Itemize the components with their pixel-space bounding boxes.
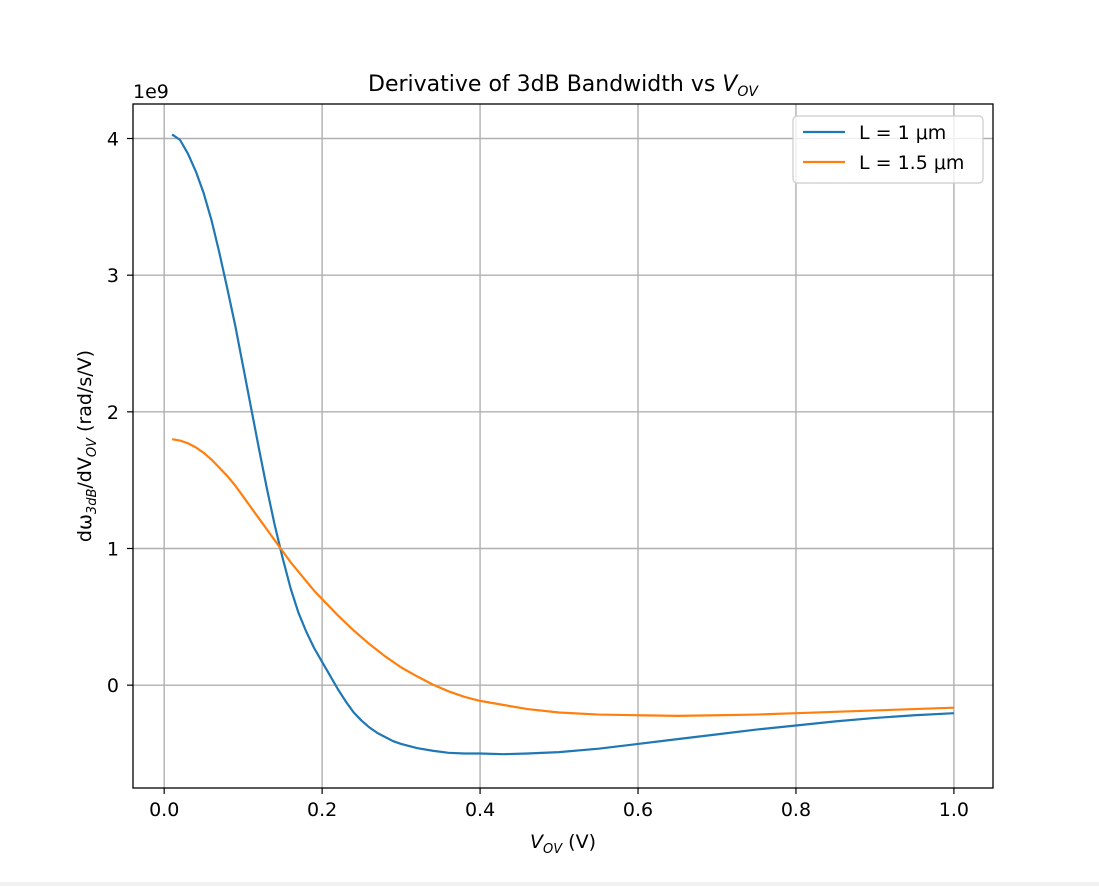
- chart-title-var: V: [722, 72, 739, 97]
- x-tick-label: 0.0: [149, 799, 179, 821]
- y-tick-label: 3: [107, 265, 119, 287]
- x-axis-label-unit: (V): [562, 831, 596, 853]
- y-axis-label-unit: (rad/s/V): [74, 350, 96, 438]
- y-axis-label-mid: /dV: [74, 457, 96, 488]
- y-tick-label: 2: [107, 402, 119, 424]
- series-line-l1-5: [171, 438, 954, 718]
- x-tick-label: 0.4: [465, 799, 495, 821]
- x-tick-label: 0.8: [781, 799, 811, 821]
- chart-title-main: Derivative of 3dB Bandwidth vs: [368, 72, 722, 97]
- x-axis-label: VOV (V): [530, 831, 596, 857]
- legend-label-l1-5: L = 1.5 μm: [859, 152, 964, 174]
- y-axis-label-sub1: 3dB: [85, 489, 100, 515]
- y-tick-label: 1: [107, 538, 119, 560]
- x-tick-label: 1.0: [939, 799, 969, 821]
- y-axis-label-prefix: dω: [74, 514, 96, 542]
- axis-ticks: 0.0 0.2 0.4 0.6 0.8 1.0 0 1 2 3 4: [107, 129, 969, 821]
- data-series: [171, 133, 954, 756]
- chart-title-var-sub: OV: [737, 84, 759, 100]
- y-tick-label: 0: [107, 675, 119, 697]
- x-tick-label: 0.6: [623, 799, 653, 821]
- x-tick-label: 0.2: [307, 799, 337, 821]
- plot-frame: [132, 103, 994, 789]
- plot-background: [133, 104, 993, 788]
- y-offset-label: 1e9: [133, 81, 169, 103]
- bottom-edge-strip: [0, 882, 1099, 886]
- series-line-l1: [171, 133, 954, 756]
- x-axis-label-var: V: [530, 831, 545, 853]
- legend-label-l1: L = 1 μm: [859, 122, 946, 144]
- y-tick-label: 4: [107, 129, 119, 151]
- chart-title: Derivative of 3dB Bandwidth vs VOV: [368, 72, 759, 100]
- legend: L = 1 μm L = 1.5 μm: [792, 115, 984, 184]
- y-axis-label-sub2: OV: [85, 437, 100, 457]
- y-axis-label: dω3dB/dVOV (rad/s/V): [74, 350, 100, 542]
- x-axis-label-var-sub: OV: [543, 842, 563, 857]
